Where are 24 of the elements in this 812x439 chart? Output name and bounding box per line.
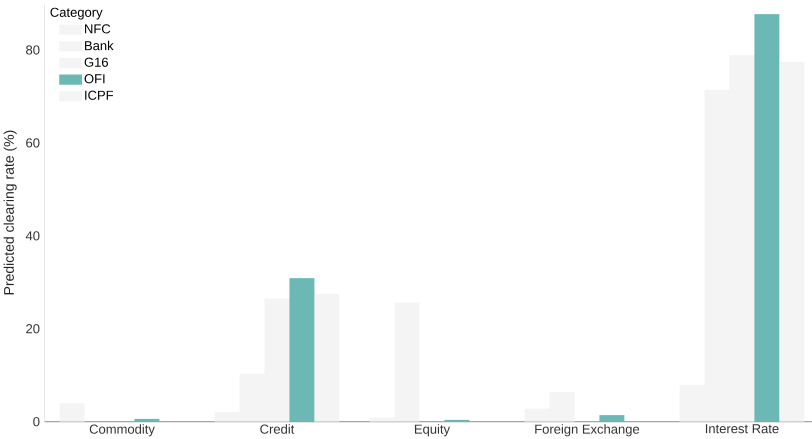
y-tick-label: 0 <box>33 417 40 426</box>
bar <box>134 418 160 422</box>
legend-label: OFI <box>84 74 104 84</box>
bar <box>60 403 85 422</box>
legend-title: Category <box>50 8 103 20</box>
x-tick-label: Credit <box>260 424 294 434</box>
legend-label: G16 <box>84 58 108 67</box>
x-tick-label: Commodity <box>90 424 155 436</box>
x-tick-label: Interest Rate <box>706 424 779 434</box>
bar <box>314 294 340 422</box>
legend-label: NFC <box>85 24 110 34</box>
legend-label: ICPF <box>85 90 114 100</box>
y-tick-label: 40 <box>26 231 40 240</box>
bar <box>779 62 804 422</box>
legend-label: Bank <box>85 40 114 50</box>
y-tick-label: 20 <box>26 324 40 334</box>
bar <box>599 415 624 422</box>
y-tick-label: 80 <box>26 45 40 55</box>
x-tick-label: Equity <box>414 424 450 436</box>
x-tick-label: Foreign Exchange <box>535 424 640 436</box>
bar <box>289 278 314 422</box>
y-tick-label: 60 <box>26 138 40 148</box>
y-axis-title: Predicted clearing rate (%) <box>4 130 17 294</box>
bar <box>754 14 780 422</box>
